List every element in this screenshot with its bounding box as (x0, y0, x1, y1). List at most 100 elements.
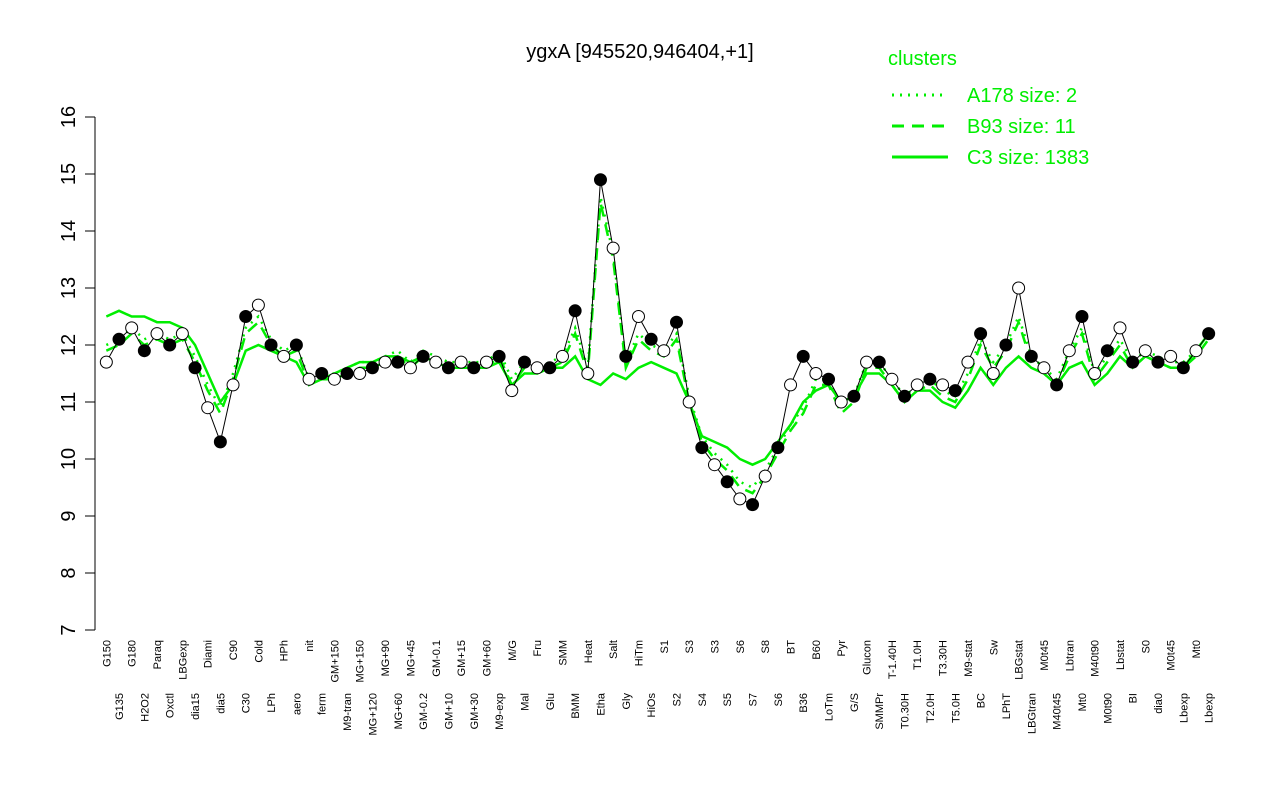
x-tick-label: aero (291, 693, 303, 715)
legend-label: A178 size: 2 (967, 85, 1077, 107)
point (847, 389, 861, 403)
x-tick-label: M0t45 (1039, 640, 1051, 671)
x-tick-label: Lbexp (1204, 693, 1216, 723)
x-tick-label: Glucon (862, 640, 874, 675)
point (606, 241, 620, 255)
point (657, 344, 671, 358)
point (1024, 349, 1038, 363)
x-tick-label: Mt0 (1191, 640, 1203, 658)
x-tick-label: M9-stat (963, 640, 975, 677)
point (872, 355, 886, 369)
x-tick-label: Lbtran (1064, 640, 1076, 671)
point (1037, 361, 1051, 375)
x-tick-label: dia5 (215, 693, 227, 714)
point (733, 492, 747, 506)
point (137, 344, 151, 358)
point (264, 338, 278, 352)
point (682, 395, 696, 409)
point (1100, 344, 1114, 358)
x-tick-label: BT (786, 640, 798, 654)
x-tick-label: T2.0H (925, 693, 937, 723)
y-tick-label: 11 (58, 392, 80, 413)
point (999, 338, 1013, 352)
y-tick-label: 10 (58, 448, 80, 470)
point (948, 384, 962, 398)
point (771, 441, 785, 455)
point (365, 361, 379, 375)
point (644, 332, 658, 346)
point (834, 395, 848, 409)
point (391, 355, 405, 369)
point (239, 310, 253, 323)
legend-title: clusters (888, 48, 957, 70)
x-tick-label: T-1.40H (887, 640, 899, 679)
x-tick-label: Lbstat (1115, 640, 1127, 670)
point (910, 378, 924, 392)
point (796, 349, 810, 363)
point (289, 338, 303, 352)
x-tick-label: HiTm (633, 640, 645, 666)
x-tick-label: Etha (595, 692, 607, 716)
x-tick-label: Paraq (152, 640, 164, 669)
cluster-line (105, 309, 1210, 467)
point (340, 367, 354, 380)
point (1126, 355, 1140, 369)
point (695, 441, 709, 455)
point (505, 384, 519, 398)
x-tick-label: T0.30H (900, 693, 912, 729)
point (517, 355, 531, 369)
x-tick-label: dia0 (1153, 693, 1165, 714)
x-tick-label: GM+10 (443, 693, 455, 729)
point (619, 349, 633, 363)
x-tick-label: G/S (849, 693, 861, 712)
point (327, 372, 341, 386)
point (860, 355, 874, 369)
point (758, 469, 772, 483)
point (746, 498, 760, 512)
point (720, 475, 734, 489)
point (226, 378, 240, 392)
x-tick-label: GM+30 (469, 693, 481, 729)
x-tick-label: MG+150 (355, 640, 367, 683)
x-tick-label: GM-0.2 (418, 693, 430, 730)
x-tick-label: S2 (672, 693, 684, 706)
point (302, 372, 316, 386)
point (1012, 281, 1026, 295)
point (403, 361, 417, 375)
x-tick-label: M40t90 (1090, 640, 1102, 677)
x-tick-label: M40t45 (1052, 693, 1064, 730)
x-tick-label: MG+45 (405, 640, 417, 676)
x-tick-label: GM+15 (456, 640, 468, 676)
x-tick-label: LBGexp (177, 640, 189, 680)
x-tick-label: GM-0.1 (431, 640, 443, 677)
x-tick-label: G180 (127, 640, 139, 667)
y-tick-label: 16 (58, 106, 80, 128)
x-tick-label: Heat (583, 640, 595, 663)
point (708, 458, 722, 472)
x-tick-label: M0t45 (1166, 640, 1178, 671)
point (822, 372, 836, 386)
point (479, 355, 493, 369)
x-tick-label: S6 (773, 693, 785, 706)
point (555, 349, 569, 363)
point (986, 367, 1000, 380)
point (492, 349, 506, 363)
point (809, 367, 823, 380)
x-tick-label: S1 (659, 640, 671, 653)
x-tick-label: G135 (114, 693, 126, 720)
x-tick-label: BC (976, 693, 988, 708)
point (99, 355, 113, 369)
x-tick-label: LBGtran (1026, 693, 1038, 734)
point (441, 361, 455, 375)
x-tick-label: B60 (811, 640, 823, 660)
y-tick-label: 12 (58, 334, 80, 356)
point (353, 367, 367, 380)
x-tick-label: HiOs (646, 693, 658, 718)
x-tick-label: Sw (988, 640, 1000, 655)
point (163, 338, 177, 352)
x-tick-label: S5 (722, 693, 734, 706)
point (936, 378, 950, 392)
point (112, 332, 126, 346)
x-tick-label: S0 (1140, 640, 1152, 653)
